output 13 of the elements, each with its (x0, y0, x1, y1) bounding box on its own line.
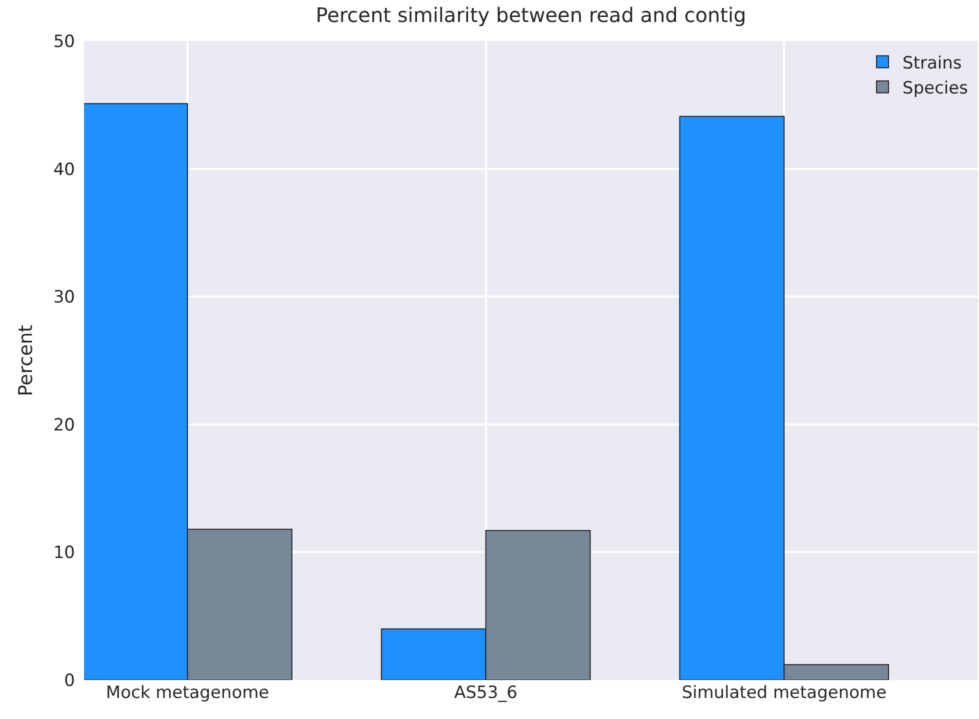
y-tick-label: 30 (53, 288, 75, 308)
legend-label: Strains (902, 53, 962, 74)
chart-title: Percent similarity between read and contig (316, 3, 746, 27)
x-tick-label: Simulated metagenome (682, 683, 887, 703)
y-tick-label: 50 (53, 32, 75, 52)
legend-label: Species (902, 78, 968, 98)
x-tick-label: Mock metagenome (106, 683, 270, 703)
y-tick-label: 0 (64, 670, 75, 691)
x-tick-label: AS53_6 (454, 683, 518, 703)
y-tick-label: 10 (53, 543, 75, 564)
y-tick-label: 40 (53, 160, 75, 180)
y-tick-label: 20 (53, 415, 75, 436)
y-axis-title: Percent (15, 324, 38, 396)
